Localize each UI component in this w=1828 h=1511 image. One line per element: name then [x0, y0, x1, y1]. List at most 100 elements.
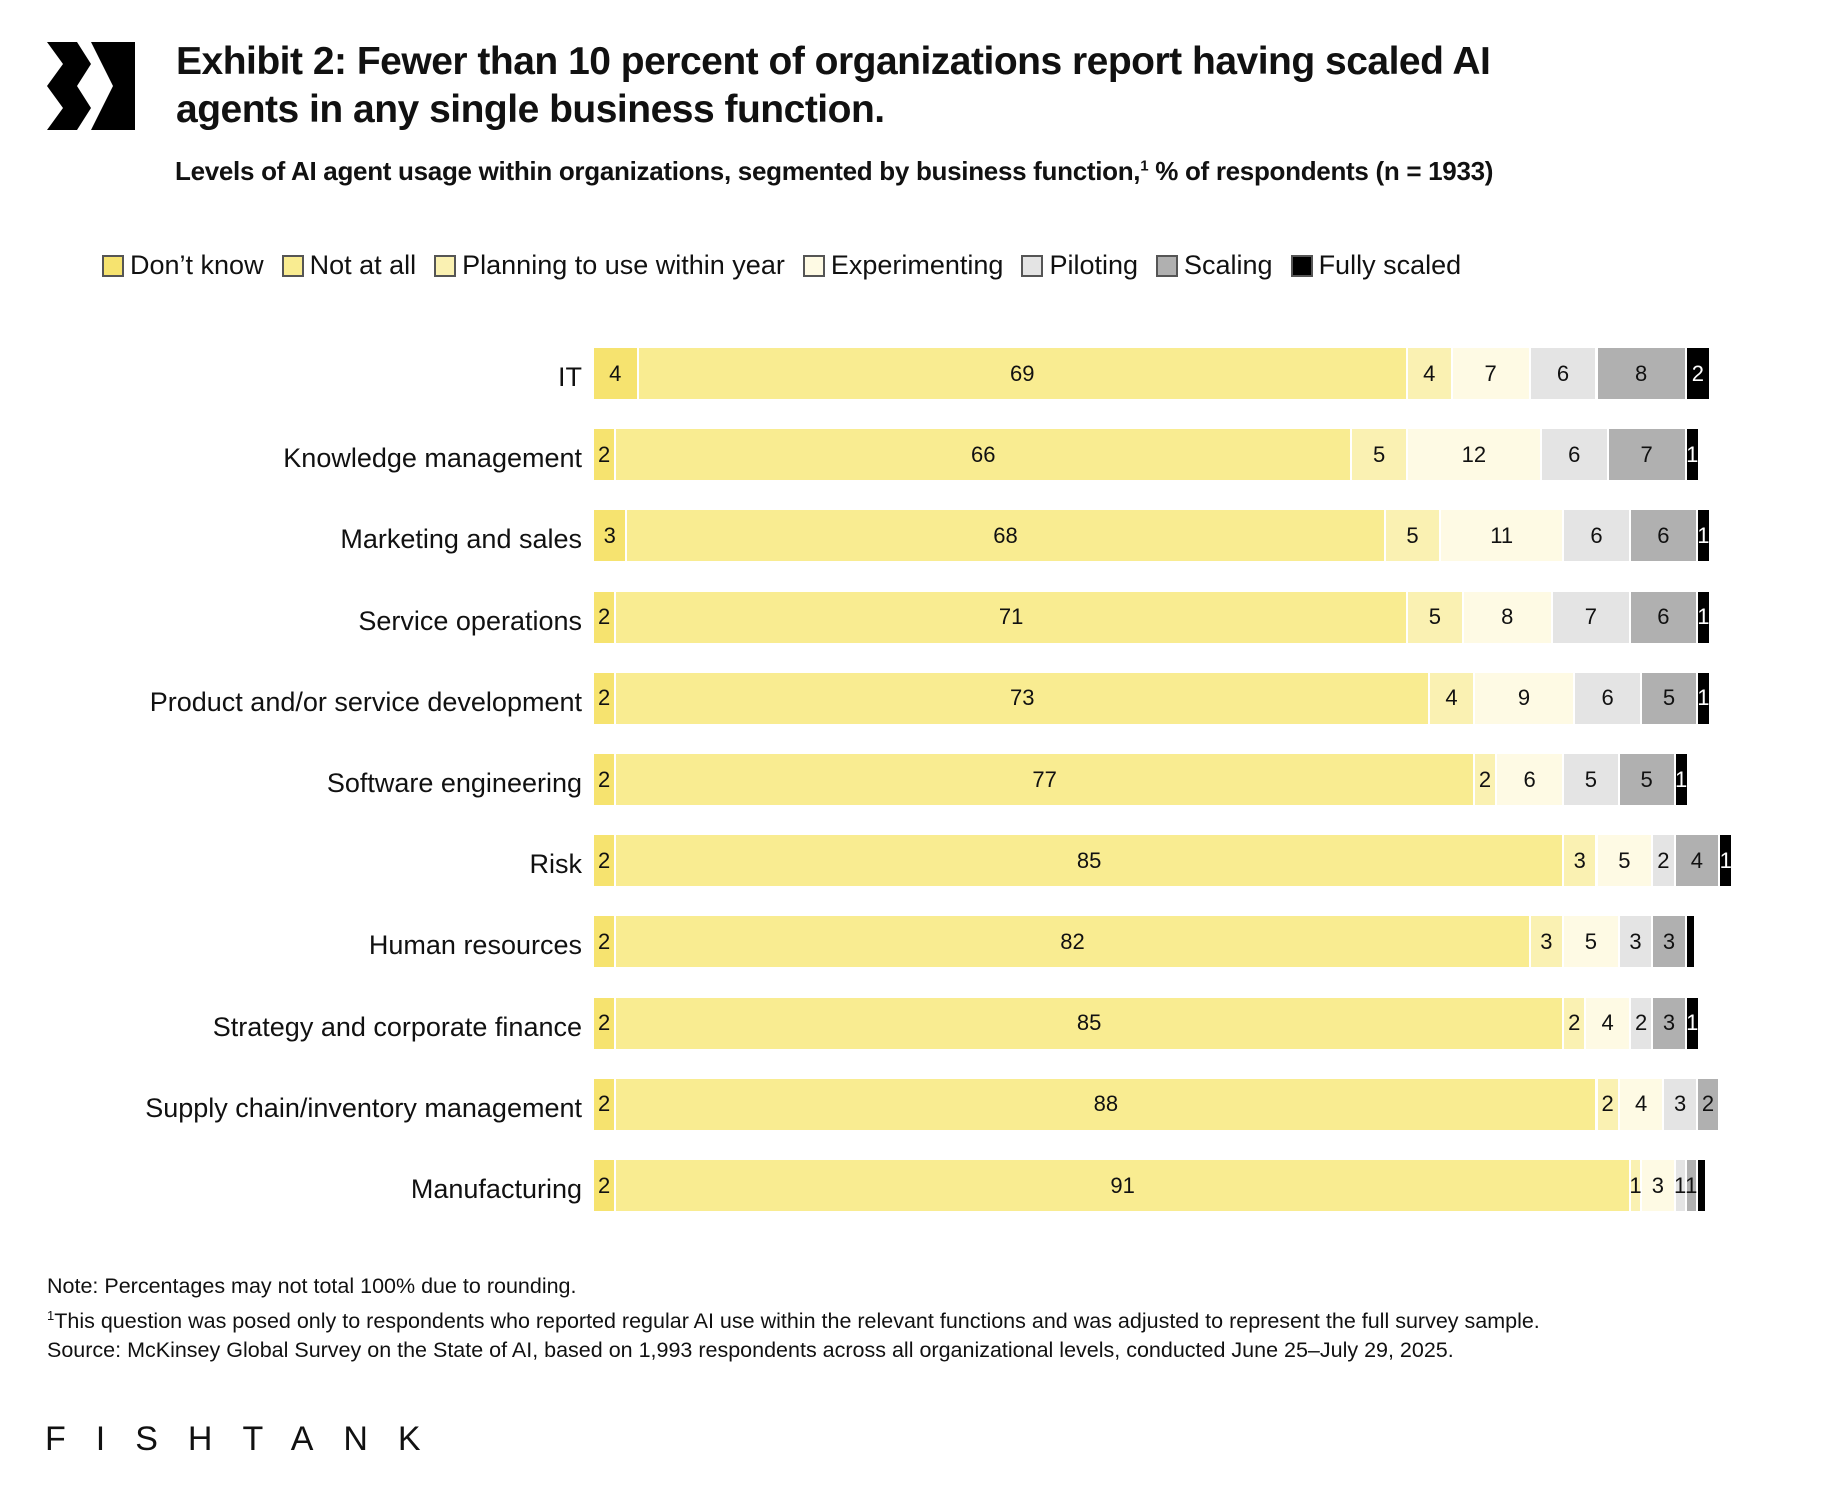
bar-segment: 4 — [1430, 672, 1475, 724]
bar-segment: 1 — [1675, 754, 1687, 805]
bar-segment: 77 — [616, 754, 1475, 805]
bar-segment: 69 — [638, 348, 1408, 399]
data-label: 2 — [1601, 1091, 1614, 1117]
data-label: 6 — [1523, 766, 1536, 792]
data-label: 5 — [1372, 441, 1386, 467]
bar-segment: 8 — [1597, 348, 1687, 399]
bar-segment: 2 — [594, 835, 617, 887]
data-label: 5 — [1640, 766, 1653, 792]
legend-swatch — [434, 254, 457, 277]
bar-segment: 6 — [1530, 348, 1598, 399]
bar-row: Knowledge management 2 66 5 12 6 7 1 — [0, 429, 1828, 481]
legend-label: Piloting — [1049, 250, 1138, 280]
bar-segment: 6 — [1630, 591, 1698, 643]
data-label: 1 — [1719, 847, 1732, 873]
bar-segment: 6 — [1564, 510, 1631, 562]
bar-row: Service operations 2 71 5 8 7 6 1 — [0, 591, 1828, 643]
data-label: 3 — [1573, 847, 1586, 873]
data-label: 1 — [1697, 522, 1710, 548]
bar-segment: 2 — [594, 1160, 617, 1211]
legend-swatch — [281, 254, 304, 277]
legend-swatch — [1156, 254, 1178, 277]
footnote-text: This question was posed only to responde… — [54, 1309, 1540, 1334]
category-label: Software engineering — [326, 768, 582, 798]
bar-segment: 2 — [594, 429, 617, 481]
data-label: 68 — [993, 522, 1018, 548]
data-label: 3 — [1673, 1091, 1687, 1117]
bar-segment: 85 — [616, 835, 1565, 887]
data-label: 6 — [1657, 604, 1670, 630]
bar-segment: 4 — [1675, 835, 1721, 887]
legend-item: Piloting — [1021, 250, 1138, 281]
data-label: 2 — [1691, 360, 1704, 386]
bar-segment: 6 — [1497, 754, 1565, 805]
bar-segment: 3 — [1653, 916, 1687, 968]
data-label: 7 — [1584, 604, 1598, 630]
data-label: 5 — [1406, 522, 1419, 548]
data-label: 2 — [598, 685, 611, 711]
bar-row: IT 4 69 4 7 6 8 2 — [0, 348, 1828, 399]
bar-segment: 71 — [616, 591, 1408, 643]
data-label: 4 — [1601, 1010, 1614, 1036]
note-rounding: Note: Percentages may not total 100% due… — [47, 1274, 577, 1298]
data-label: 3 — [1662, 1010, 1676, 1036]
bar-segment: 3 — [1642, 1160, 1676, 1211]
bar-segment: 5 — [1564, 754, 1620, 805]
category-label: Human resources — [368, 930, 582, 961]
legend-label: Don’t know — [130, 250, 264, 280]
legend-swatch — [1021, 254, 1044, 277]
brand-wordmark: FISHTANK — [45, 1420, 451, 1458]
data-label: 5 — [1662, 685, 1676, 711]
footnote-marker: 1 — [47, 1308, 55, 1323]
bar-segment: 9 — [1474, 672, 1576, 724]
bar-segment: 3 — [1653, 997, 1687, 1049]
legend-label: Experimenting — [830, 250, 1004, 280]
subtitle-rest: % of respondents (n = 1933) — [1148, 156, 1494, 186]
data-label: 71 — [998, 604, 1024, 630]
legend-label: Scaling — [1184, 250, 1273, 280]
legend-swatch — [102, 254, 124, 277]
legend-label: Planning to use within year — [462, 250, 785, 280]
bar-segment: 1 — [1686, 997, 1698, 1049]
legend-label: Fully scaled — [1318, 250, 1462, 280]
data-label: 6 — [1601, 685, 1614, 711]
data-label: 1 — [1697, 685, 1710, 711]
bar-segment: 1 — [1697, 672, 1710, 724]
bar-segment: 12 — [1407, 429, 1542, 481]
bar-row: Human resources 2 82 3 5 3 3 — [0, 916, 1828, 968]
bar-segment: 2 — [1630, 997, 1654, 1049]
legend-item: Experimenting — [802, 250, 1004, 281]
data-label: 3 — [1629, 928, 1642, 954]
bar-segment: 2 — [1686, 348, 1709, 399]
data-label: 11 — [1490, 522, 1514, 548]
bar-segment: 3 — [1664, 1078, 1698, 1130]
category-label: Supply chain/inventory management — [145, 1092, 582, 1123]
bar-segment: 68 — [627, 510, 1386, 562]
data-label: 2 — [598, 1172, 611, 1198]
bar-segment: 6 — [1575, 672, 1643, 724]
legend-item: Planning to use within year — [434, 250, 785, 281]
data-label: 5 — [1428, 604, 1441, 630]
data-label: 9 — [1517, 685, 1531, 711]
bar-segment: 2 — [594, 591, 617, 643]
subtitle-main: Levels of AI agent usage within organiza… — [175, 156, 1141, 186]
bar-segment: 6 — [1541, 429, 1609, 481]
category-label: Knowledge management — [283, 443, 582, 474]
bar-segment: 2 — [1564, 997, 1587, 1049]
legend-item: Don’t know — [102, 250, 264, 281]
legend: Don’t know Not at all Planning to use with… — [102, 250, 1479, 281]
bar-segment: 4 — [1407, 348, 1453, 399]
bar-segment: 11 — [1441, 510, 1565, 562]
bar-segment: 91 — [616, 1160, 1631, 1211]
bar-segment: 1 — [1686, 429, 1698, 481]
bar-segment — [1686, 916, 1694, 968]
data-label: 91 — [1110, 1172, 1135, 1198]
data-label: 1 — [1685, 1172, 1698, 1198]
data-label: 1 — [1674, 1172, 1687, 1198]
data-label: 6 — [1657, 522, 1670, 548]
data-label: 5 — [1584, 766, 1598, 792]
bar-segment — [1697, 1160, 1705, 1211]
bar-segment: 4 — [594, 348, 639, 399]
data-label: 12 — [1461, 441, 1487, 467]
category-label: Strategy and corporate finance — [212, 1011, 582, 1042]
